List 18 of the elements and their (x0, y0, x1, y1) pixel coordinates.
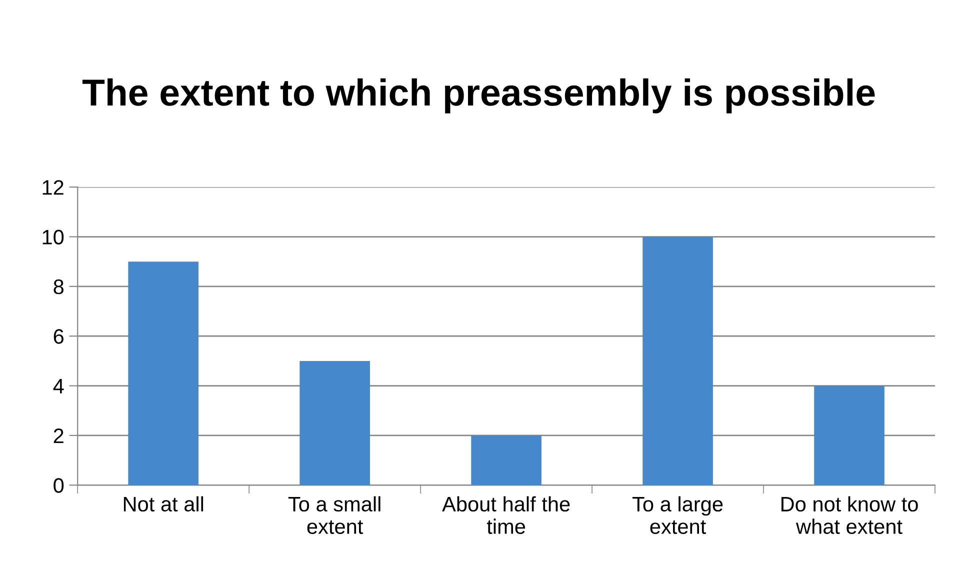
x-tick-label: About half the time (442, 496, 570, 534)
bar (128, 262, 198, 486)
y-tick-label: 0 (54, 478, 64, 493)
chart-title: The extent to which preassembly is possible (82, 78, 875, 114)
bar (471, 435, 542, 486)
y-tick-label: 4 (53, 379, 64, 394)
x-tick-label: Not at all (124, 496, 204, 512)
x-tick-label: To a large extent (632, 496, 723, 534)
bar (642, 236, 713, 486)
y-tick-label: 10 (42, 230, 64, 245)
y-tick-label: 2 (54, 428, 64, 444)
y-tick-label: 12 (42, 180, 64, 195)
x-tick-label: Do not know to what extent (781, 496, 918, 534)
bar (300, 360, 370, 486)
y-tick-label: 6 (54, 329, 64, 344)
bar (814, 386, 884, 486)
x-tick-label: To a small extent (288, 496, 380, 534)
y-tick-label: 8 (54, 279, 64, 294)
